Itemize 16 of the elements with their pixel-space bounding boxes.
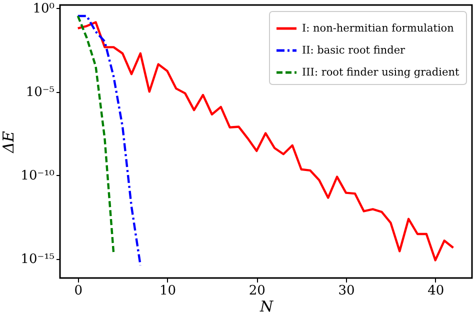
x-tick-label: 40 bbox=[428, 284, 444, 298]
y-tick-label: 10⁻¹⁵ bbox=[20, 252, 54, 268]
legend-label: III: root finder using gradient bbox=[302, 66, 460, 78]
x-tick-label: 30 bbox=[338, 284, 355, 298]
y-tick-label: 10⁻¹⁰ bbox=[20, 168, 54, 184]
y-tick-label: 10⁻⁵ bbox=[26, 85, 54, 100]
legend-label: II: basic root finder bbox=[302, 44, 406, 56]
legend-label: I: non-hermitian formulation bbox=[302, 22, 454, 34]
y-axis-title: ΔE bbox=[0, 131, 18, 154]
x-tick-label: 0 bbox=[74, 284, 83, 298]
y-tick-label: 10⁰ bbox=[32, 1, 54, 16]
x-tick-label: 10 bbox=[159, 284, 176, 298]
x-axis-title: N bbox=[258, 298, 274, 314]
x-tick-label: 20 bbox=[248, 284, 266, 298]
line-series bbox=[76, 14, 115, 255]
line-series bbox=[76, 14, 142, 266]
